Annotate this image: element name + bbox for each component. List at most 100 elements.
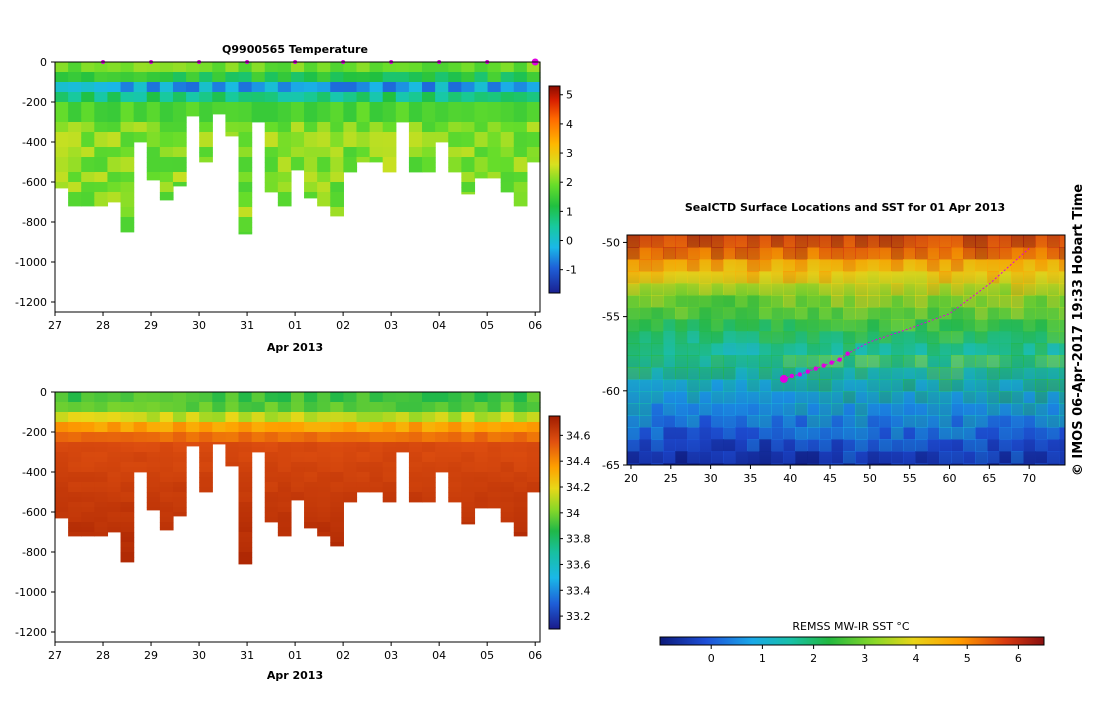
longitude-tick-label: 70 — [1022, 472, 1036, 485]
heatmap-cell — [369, 397, 384, 403]
heatmap-cell — [290, 137, 305, 143]
heatmap-cell — [448, 432, 462, 438]
heatmap-cell — [330, 182, 344, 188]
heatmap-cell — [513, 432, 528, 438]
sst-patch — [711, 403, 724, 416]
heatmap-cell — [146, 497, 161, 503]
sst-patch — [879, 295, 892, 308]
heatmap-cell — [448, 127, 462, 133]
heatmap-cell — [264, 97, 279, 103]
heatmap-cell — [330, 162, 344, 168]
heatmap-cell — [317, 437, 331, 443]
heatmap-cell — [304, 62, 318, 68]
heatmap-cell — [513, 72, 528, 78]
heatmap-cell — [225, 67, 240, 73]
sst-patch — [939, 355, 952, 368]
heatmap-cell — [199, 462, 213, 468]
heatmap-cell — [94, 417, 109, 423]
heatmap-cell — [212, 77, 227, 83]
heatmap-cell — [94, 482, 109, 488]
heatmap-cell — [369, 402, 384, 408]
heatmap-cell — [264, 517, 279, 523]
heatmap-cell — [81, 452, 95, 458]
sst-patch — [975, 259, 988, 272]
heatmap-cell — [238, 152, 253, 158]
sst-patch — [819, 427, 832, 440]
heatmap-cell — [408, 487, 423, 493]
heatmap-cell — [264, 67, 279, 73]
heatmap-cell — [264, 512, 279, 518]
heatmap-cell — [120, 112, 135, 118]
sst-patch — [651, 295, 664, 308]
sst-patch — [663, 427, 676, 440]
heatmap-cell — [199, 152, 213, 158]
heatmap-cell — [356, 107, 371, 113]
heatmap-cell — [290, 107, 305, 113]
heatmap-cell — [172, 147, 187, 153]
heatmap-cell — [382, 157, 397, 163]
x-tick-label: 02 — [336, 319, 350, 332]
heatmap-cell — [422, 442, 436, 448]
sst-patch — [687, 355, 700, 368]
colorbar-tick-label: 2 — [566, 176, 573, 189]
heatmap-cell — [68, 127, 82, 133]
heatmap-cell — [369, 407, 384, 413]
heatmap-cell — [487, 407, 502, 413]
sst-map-panel: SealCTD Surface Locations and SST for 01… — [602, 201, 1066, 665]
heatmap-cell — [159, 67, 174, 73]
heatmap-cell — [225, 412, 240, 418]
heatmap-cell — [238, 482, 253, 488]
heatmap-cell — [212, 412, 227, 418]
heatmap-cell — [422, 92, 436, 98]
heatmap-cell — [55, 107, 69, 113]
heatmap-cell — [526, 67, 541, 73]
sst-patch — [867, 283, 880, 296]
heatmap-cell — [199, 117, 213, 123]
heatmap-cell — [159, 407, 174, 413]
sst-patch — [915, 379, 928, 392]
sst-patch — [675, 295, 688, 308]
heatmap-cell — [277, 512, 292, 518]
heatmap-cell — [133, 437, 148, 443]
sst-patch — [663, 463, 676, 465]
sst-patch — [867, 235, 880, 248]
heatmap-cell — [81, 497, 95, 503]
heatmap-cell — [159, 527, 174, 531]
heatmap-cell — [356, 402, 371, 408]
heatmap-cell — [120, 72, 135, 78]
heatmap-cell — [304, 72, 318, 78]
heatmap-cell — [55, 117, 69, 123]
sst-patch — [1023, 319, 1036, 332]
heatmap-cell — [81, 402, 95, 408]
heatmap-cell — [343, 407, 358, 413]
heatmap-cell — [369, 147, 384, 153]
heatmap-cell — [94, 512, 109, 518]
sst-patch — [675, 271, 688, 284]
sst-patch — [735, 307, 748, 320]
heatmap-cell — [159, 462, 174, 468]
heatmap-cell — [500, 117, 515, 123]
sst-patch — [807, 247, 820, 260]
sst-patch — [819, 307, 832, 320]
heatmap-cell — [172, 452, 187, 458]
sst-patch — [759, 283, 772, 296]
heatmap-cell — [395, 62, 410, 68]
heatmap-cell — [513, 477, 528, 483]
sst-patch — [795, 391, 808, 404]
sst-patch — [699, 331, 712, 344]
heatmap-cell — [159, 392, 174, 398]
heatmap-cell — [277, 122, 292, 128]
heatmap-cell — [461, 442, 476, 448]
sst-patch — [1023, 295, 1036, 308]
sst-patch — [1059, 463, 1065, 465]
heatmap-cell — [290, 152, 305, 158]
heatmap-cell — [330, 537, 344, 543]
heatmap-cell — [159, 452, 174, 458]
heatmap-cell — [330, 197, 344, 203]
heatmap-cell — [68, 192, 82, 198]
heatmap-cell — [513, 442, 528, 448]
heatmap-cell — [133, 137, 148, 143]
sst-patch — [675, 379, 688, 392]
heatmap-cell — [487, 162, 502, 168]
sst-patch — [903, 463, 916, 465]
